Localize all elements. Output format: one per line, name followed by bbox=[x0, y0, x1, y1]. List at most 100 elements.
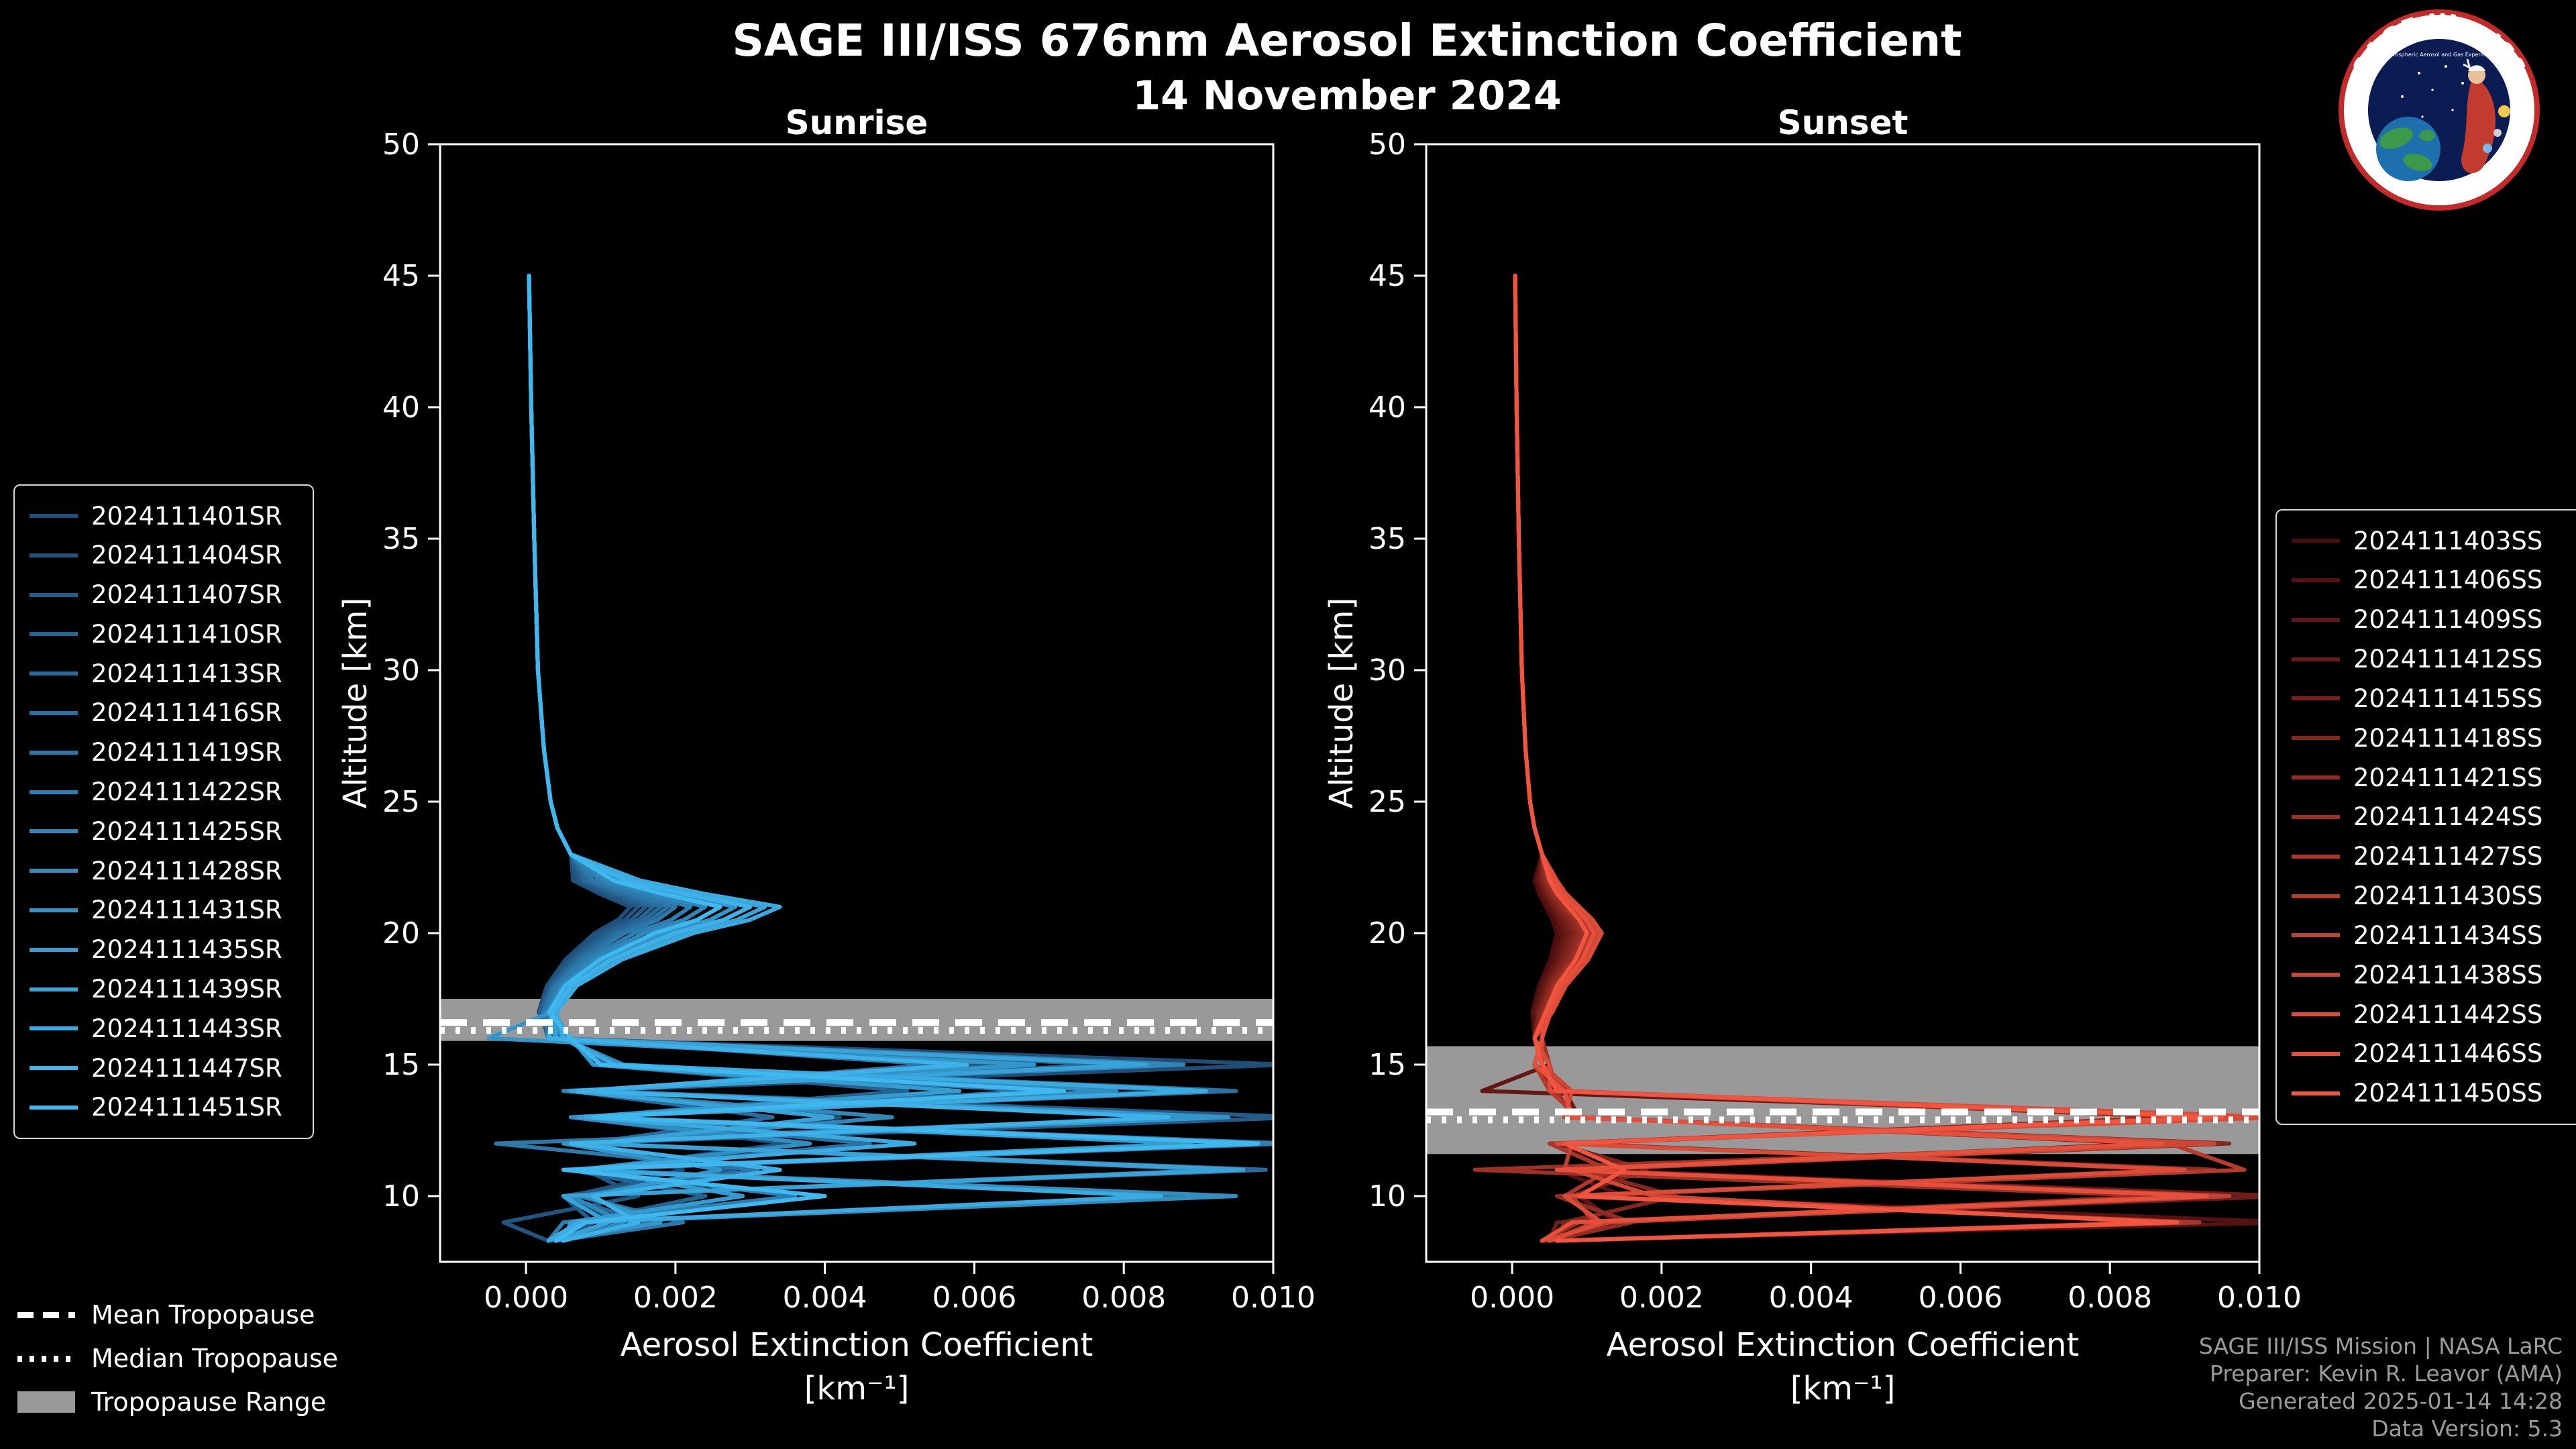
legend-color-line bbox=[2292, 578, 2340, 582]
generated-timestamp: Generated 2025-01-14 14:28 bbox=[2239, 1388, 2563, 1414]
legend-color-line bbox=[30, 1066, 78, 1071]
x-axis-label: Aerosol Extinction Coefficient bbox=[1607, 1326, 2080, 1364]
plot-frame bbox=[1425, 143, 2261, 1263]
median-tropopause-label: Median Tropopause bbox=[91, 1344, 338, 1373]
x-tick-label: 0.010 bbox=[1231, 1281, 1316, 1315]
mean-tropopause-legend-item: Mean Tropopause bbox=[17, 1300, 338, 1330]
legend-event-label: 2024111447SR bbox=[91, 1053, 282, 1083]
legend-event-label: 2024111428SR bbox=[91, 856, 282, 885]
legend-item: 2024111447SR bbox=[30, 1049, 298, 1087]
x-tick-label: 0.006 bbox=[1918, 1281, 2002, 1315]
x-tick-label: 0.000 bbox=[1470, 1281, 1554, 1315]
legend-event-label: 2024111442SS bbox=[2353, 1000, 2543, 1029]
legend-item: 2024111424SS bbox=[2292, 798, 2567, 837]
legend-event-label: 2024111416SR bbox=[91, 698, 282, 728]
legend-item: 2024111442SS bbox=[2292, 995, 2567, 1034]
legend-color-line bbox=[2292, 696, 2340, 701]
legend-color-line bbox=[2292, 775, 2340, 780]
legend-event-label: 2024111434SS bbox=[2353, 920, 2543, 950]
legend-color-line bbox=[2292, 973, 2340, 977]
y-tick-label: 30 bbox=[382, 653, 420, 688]
legend-color-line bbox=[30, 1105, 78, 1110]
y-tick-label: 45 bbox=[382, 259, 420, 293]
legend-item: 2024111418SS bbox=[2292, 718, 2567, 757]
legend-event-label: 2024111422SR bbox=[91, 777, 282, 807]
legend-color-line bbox=[30, 632, 78, 637]
legend-item: 2024111413SR bbox=[30, 654, 298, 693]
plot-frame bbox=[439, 143, 1275, 1263]
preparer-credit: Preparer: Kevin R. Leavor (AMA) bbox=[2210, 1360, 2563, 1387]
legend-event-label: 2024111438SS bbox=[2353, 960, 2543, 989]
data-version: Data Version: 5.3 bbox=[2371, 1415, 2563, 1442]
profile-line-2024111450SS bbox=[1513, 274, 2224, 1243]
y-tick-label: 15 bbox=[382, 1048, 420, 1082]
legend-color-line bbox=[2292, 617, 2340, 622]
legend-item: 2024111409SS bbox=[2292, 600, 2567, 639]
legend-item: 2024111450SS bbox=[2292, 1074, 2567, 1113]
legend-item: 2024111415SS bbox=[2292, 679, 2567, 718]
legend-event-label: 2024111424SS bbox=[2353, 802, 2543, 832]
y-tick-label: 25 bbox=[382, 785, 420, 819]
legend-color-line bbox=[2292, 1091, 2340, 1095]
legend-item: 2024111431SR bbox=[30, 891, 298, 930]
panel-title: Sunrise bbox=[786, 104, 928, 142]
legend-event-label: 2024111446SS bbox=[2353, 1039, 2543, 1069]
legend-event-label: 2024111450SS bbox=[2353, 1079, 2543, 1108]
legend-color-line bbox=[30, 592, 78, 597]
y-tick-label: 10 bbox=[1368, 1179, 1406, 1214]
mission-credit: SAGE III/ISS Mission | NASA LaRC bbox=[2198, 1333, 2563, 1359]
legend-event-label: 2024111407SR bbox=[91, 580, 282, 610]
median-tropopause-legend-item: Median Tropopause bbox=[17, 1344, 338, 1373]
legend-color-line bbox=[30, 947, 78, 952]
legend-item: 2024111428SR bbox=[30, 851, 298, 890]
x-tick-label: 0.008 bbox=[1081, 1281, 1166, 1315]
logo-earth-land bbox=[2379, 127, 2435, 171]
legend-event-label: 2024111404SR bbox=[91, 541, 282, 570]
x-tick-label: 0.000 bbox=[484, 1281, 568, 1315]
dashed-line-icon bbox=[17, 1311, 75, 1318]
y-tick-label: 50 bbox=[1368, 127, 1406, 162]
legend-item: 2024111421SS bbox=[2292, 758, 2567, 797]
x-tick-label: 0.006 bbox=[932, 1281, 1016, 1315]
legend-item: 2024111419SR bbox=[30, 733, 298, 772]
legend-item: 2024111406SS bbox=[2292, 561, 2567, 600]
mean-tropopause-label: Mean Tropopause bbox=[91, 1300, 315, 1330]
y-tick-label: 30 bbox=[1368, 653, 1406, 688]
legend-event-label: 2024111430SS bbox=[2353, 881, 2543, 911]
legend-color-line bbox=[30, 987, 78, 991]
legend-event-label: 2024111431SR bbox=[91, 896, 282, 925]
y-tick-label: 50 bbox=[382, 127, 420, 162]
sunset-chart: 0.000 0.002 0.004 0.006 0.008 0.010 10 15 20 25 30… bbox=[1323, 104, 2302, 1407]
x-axis-unit-label: [km⁻¹] bbox=[1790, 1370, 1896, 1407]
legend-color-line bbox=[2292, 854, 2340, 859]
legend-event-label: 2024111415SS bbox=[2353, 684, 2543, 713]
legend-color-line bbox=[2292, 736, 2340, 741]
legend-event-label: 2024111419SR bbox=[91, 738, 282, 767]
x-tick-label: 0.002 bbox=[633, 1281, 718, 1315]
y-tick-label: 45 bbox=[1368, 259, 1406, 293]
y-tick-label: 25 bbox=[1368, 785, 1406, 819]
legend-event-label: 2024111443SR bbox=[91, 1014, 282, 1043]
sage-iii-iss-logo: SAGE III • ISS BAL • NASA LANGLEY RESEAR… bbox=[2339, 9, 2540, 211]
x-tick-label: 0.002 bbox=[1619, 1281, 1704, 1315]
legend-color-line bbox=[30, 829, 78, 834]
legend-item: 2024111443SR bbox=[30, 1009, 298, 1048]
sunset-event-legend: 2024111403SS 2024111406SS 2024111409SS 2024… bbox=[2275, 509, 2576, 1125]
legend-event-label: 2024111412SS bbox=[2353, 645, 2543, 674]
legend-item: 2024111435SR bbox=[30, 930, 298, 969]
legend-color-line bbox=[30, 710, 78, 715]
x-tick-label: 0.010 bbox=[2217, 1281, 2302, 1315]
legend-event-label: 2024111409SS bbox=[2353, 605, 2543, 635]
panel-title: Sunset bbox=[1778, 104, 1909, 142]
y-tick-label: 35 bbox=[382, 522, 420, 556]
tropopause-range-legend-item: Tropopause Range bbox=[17, 1387, 338, 1417]
page-date: 14 November 2024 bbox=[1132, 72, 1562, 119]
legend-event-label: 2024111403SS bbox=[2353, 526, 2543, 555]
legend-item: 2024111438SS bbox=[2292, 955, 2567, 994]
legend-item: 2024111404SR bbox=[30, 536, 298, 575]
legend-color-line bbox=[30, 1026, 78, 1031]
x-tick-label: 0.004 bbox=[1769, 1281, 1854, 1315]
legend-item: 2024111439SR bbox=[30, 970, 298, 1009]
sunrise-chart: 0.000 0.002 0.004 0.006 0.008 0.010 10 15 20 25 30… bbox=[337, 104, 1316, 1407]
logo-subtitle: Stratospheric Aerosol and Gas Experiment bbox=[2382, 52, 2496, 58]
